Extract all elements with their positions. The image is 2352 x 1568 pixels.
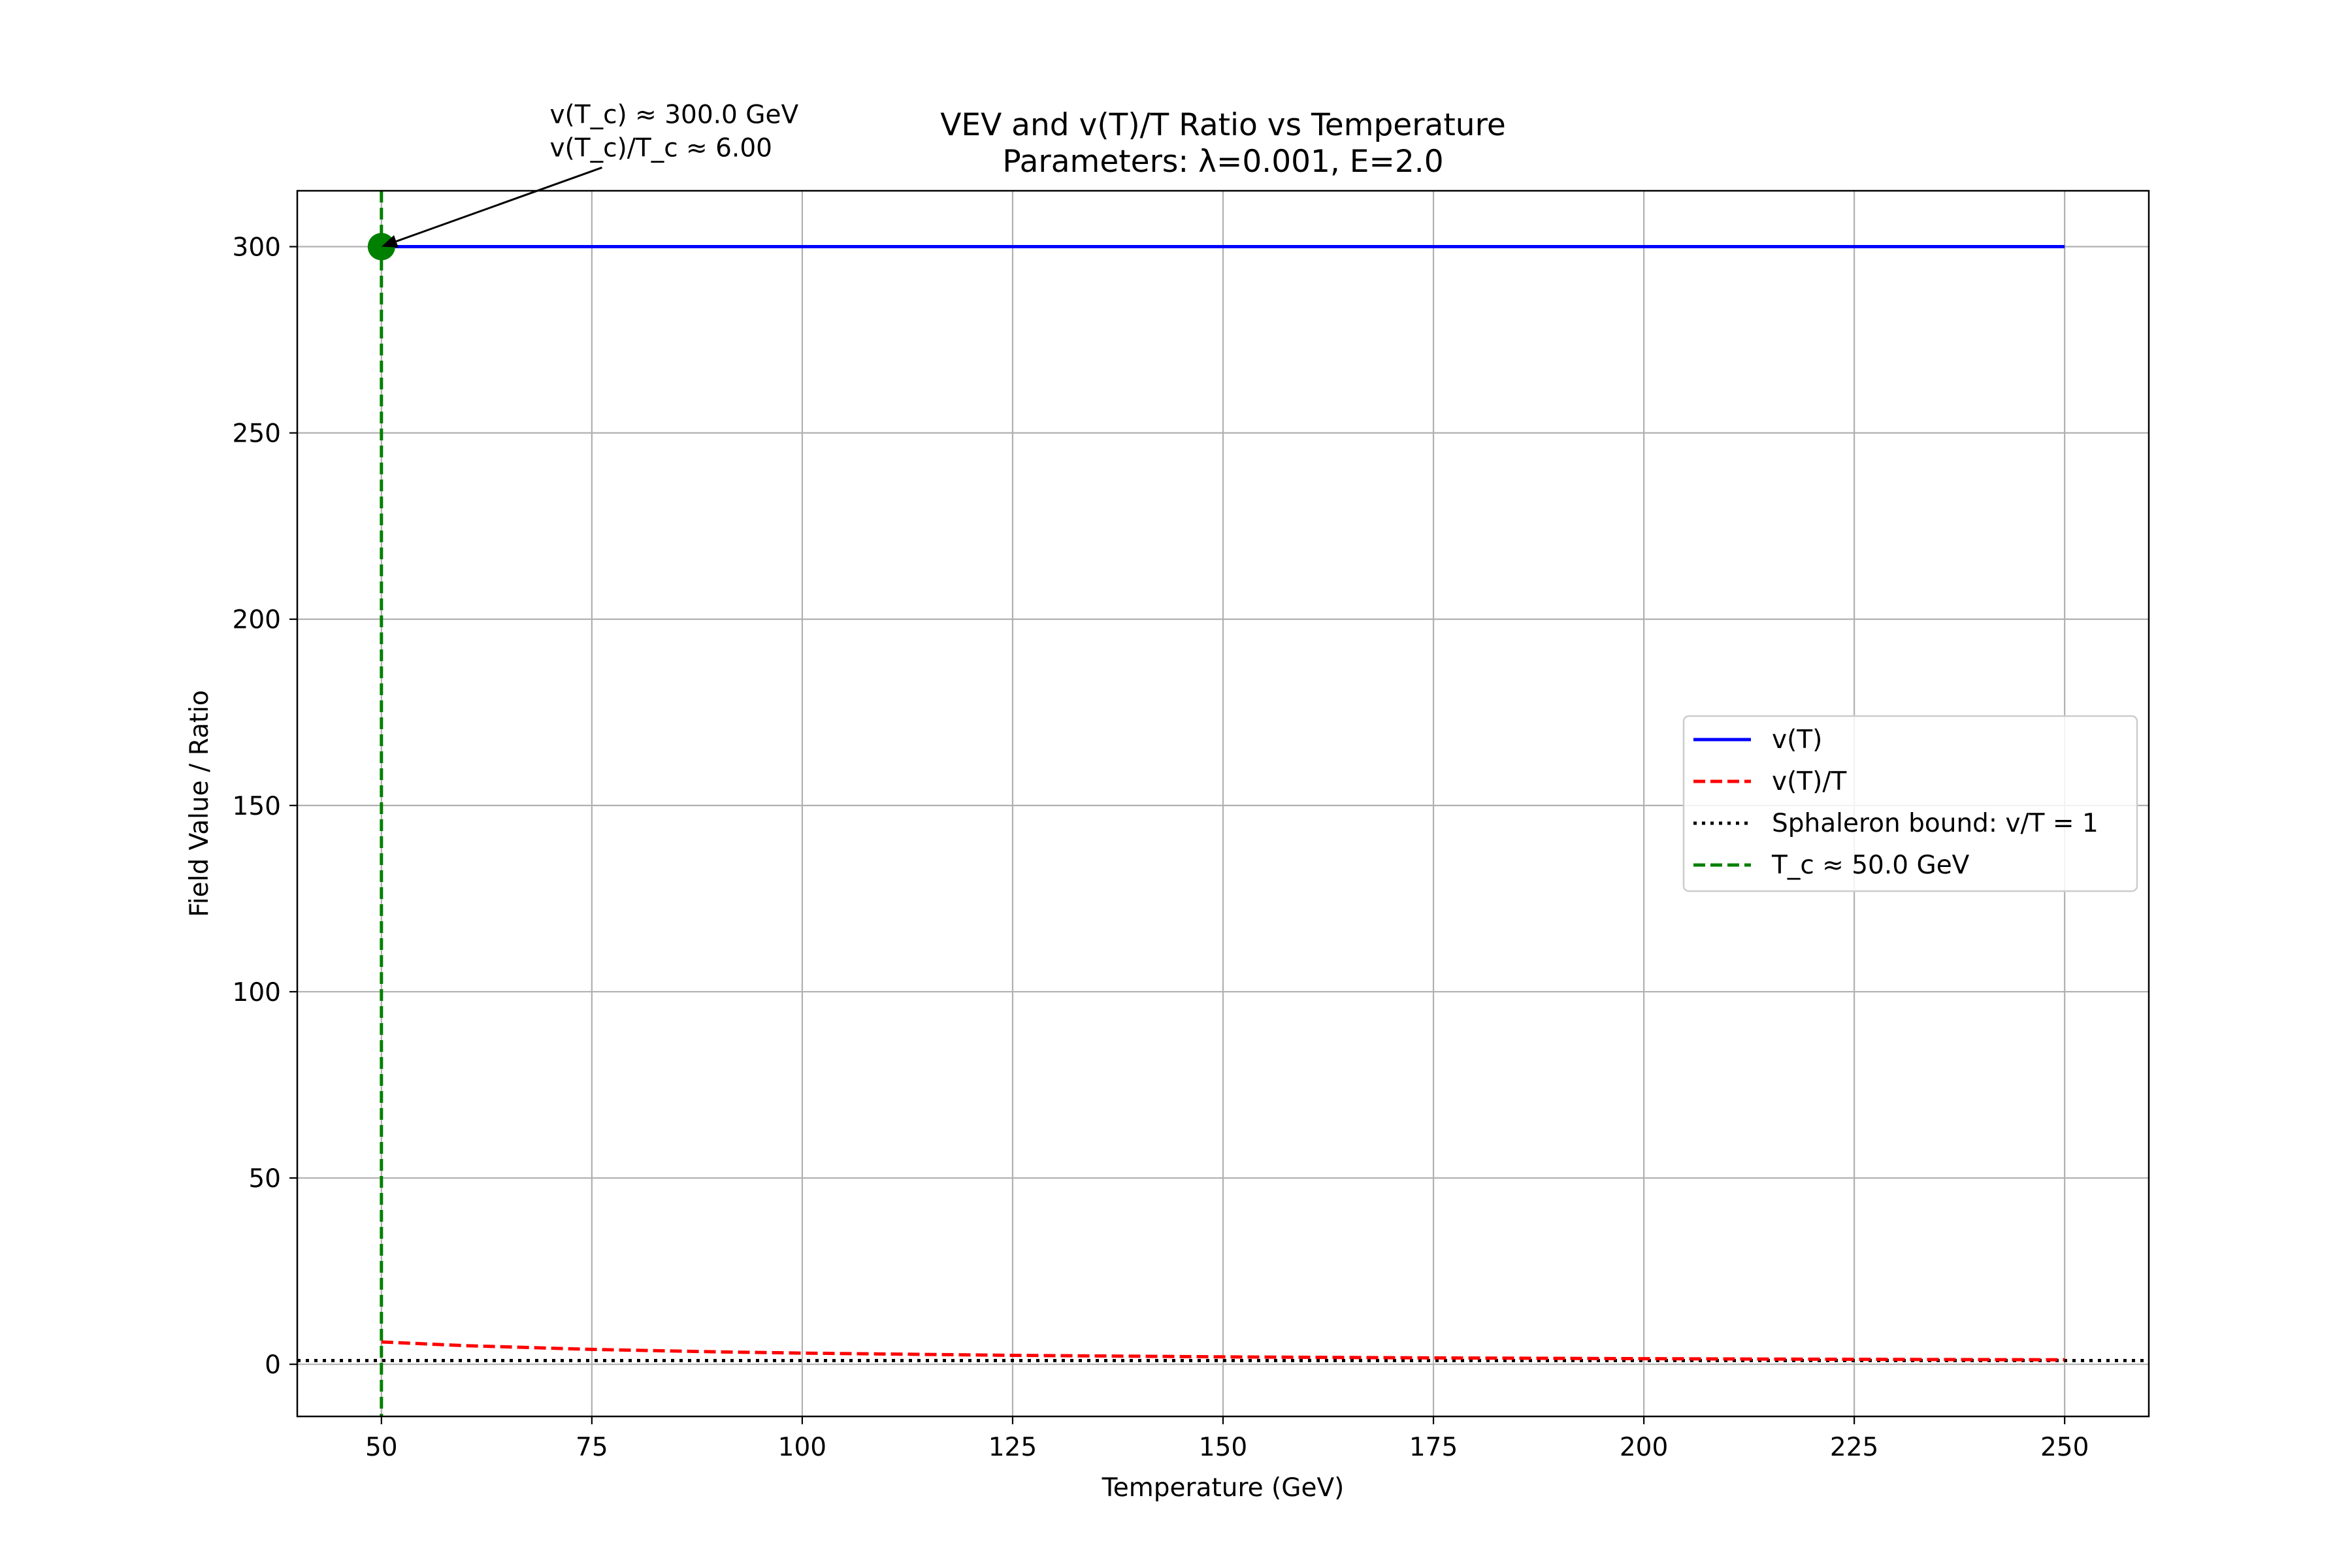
x-axis-ticks: 50 75 100 125 150 175 200 225 250 xyxy=(365,1416,2089,1462)
annotation-line-ratio: v(T_c)/T_c ≈ 6.00 xyxy=(549,133,772,163)
x-tick-label: 75 xyxy=(576,1433,608,1462)
y-tick-label: 300 xyxy=(233,233,281,263)
x-tick-label: 225 xyxy=(1830,1433,1878,1462)
y-tick-label: 250 xyxy=(233,419,281,449)
annotation-line-vtc: v(T_c) ≈ 300.0 GeV xyxy=(549,100,798,129)
legend-label-sphaleron: Sphaleron bound: v/T = 1 xyxy=(1772,809,2099,838)
legend-box xyxy=(1682,715,2138,892)
x-tick-label: 250 xyxy=(2040,1433,2089,1462)
series-vt-ratio-line xyxy=(381,1340,2065,1362)
y-axis-label: Field Value / Ratio xyxy=(185,690,214,917)
legend-label-vt-ratio: v(T)/T xyxy=(1772,767,1846,796)
chart-title: VEV and v(T)/T Ratio vs Temperature xyxy=(940,107,1506,143)
legend: v(T) v(T)/T Sphaleron bound: v/T = 1 T_c… xyxy=(1682,715,2138,892)
x-tick-label: 125 xyxy=(988,1433,1037,1462)
annotation-arrow-shaft xyxy=(395,167,602,242)
chart-subtitle: Parameters: λ=0.001, E=2.0 xyxy=(1002,144,1443,180)
y-tick-label: 50 xyxy=(248,1164,281,1194)
x-tick-label: 175 xyxy=(1409,1433,1458,1462)
y-tick-label: 100 xyxy=(233,978,281,1007)
x-tick-label: 50 xyxy=(365,1433,398,1462)
legend-label-tc: T_c ≈ 50.0 GeV xyxy=(1771,851,1970,880)
y-tick-label: 0 xyxy=(265,1350,281,1380)
grid xyxy=(297,191,2149,1416)
y-tick-label: 200 xyxy=(233,606,281,635)
x-tick-label: 200 xyxy=(1620,1433,1668,1462)
y-tick-label: 150 xyxy=(233,792,281,821)
x-axis-label: Temperature (GeV) xyxy=(1102,1473,1345,1503)
y-axis-ticks: 0 50 100 150 200 250 300 xyxy=(233,233,297,1380)
reference-lines xyxy=(297,191,2149,1416)
annotation-arrow-head xyxy=(381,235,399,248)
legend-label-vt: v(T) xyxy=(1772,725,1822,755)
annotation: v(T_c) ≈ 300.0 GeV v(T_c)/T_c ≈ 6.00 xyxy=(381,100,798,248)
x-tick-label: 150 xyxy=(1199,1433,1247,1462)
x-tick-label: 100 xyxy=(778,1433,826,1462)
series-layer xyxy=(381,245,2065,1362)
